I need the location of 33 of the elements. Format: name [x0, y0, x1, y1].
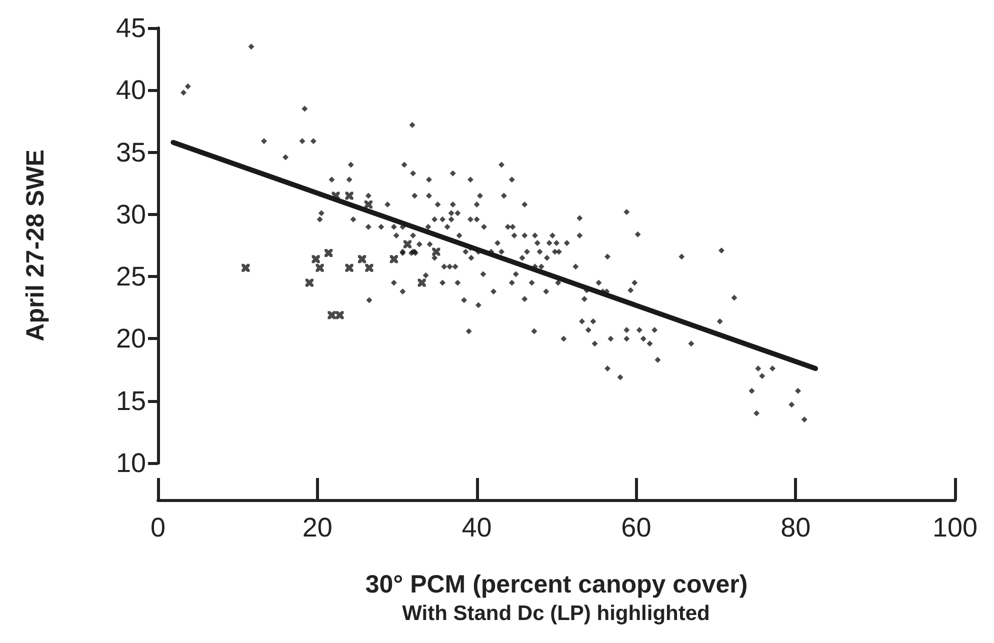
y-tick-label: 15	[116, 386, 146, 416]
point	[390, 255, 398, 264]
point	[242, 264, 250, 272]
x-tick-label: 100	[932, 512, 978, 542]
point	[312, 255, 320, 264]
y-tick-label: 20	[116, 324, 146, 354]
y-tick-label: 40	[116, 75, 146, 106]
point	[328, 311, 336, 320]
point	[358, 255, 366, 264]
x-tick-label: 20	[302, 512, 332, 542]
x-tick-label: 0	[150, 512, 166, 542]
point	[418, 278, 426, 287]
point	[324, 248, 333, 257]
y-tick-label: 45	[116, 13, 146, 43]
point	[365, 264, 374, 272]
y-axis-title: April 27-28 SWE	[22, 150, 50, 342]
x-tick-label: 60	[621, 512, 652, 542]
point	[345, 264, 354, 272]
x-axis-title: 30° PCM (percent canopy cover)	[365, 570, 748, 598]
x-tick-label: 40	[462, 512, 492, 542]
point	[364, 200, 372, 208]
y-tick-label: 35	[116, 137, 146, 168]
y-tick-label: 10	[116, 448, 146, 478]
point	[403, 240, 412, 248]
y-tick-label: 30	[116, 199, 146, 230]
x-tick-label: 80	[780, 512, 811, 542]
point	[432, 248, 440, 256]
text: With Stand Dc (LP) highlighted	[402, 602, 710, 625]
point	[305, 278, 314, 287]
point	[336, 311, 344, 320]
point	[316, 264, 324, 272]
point	[345, 192, 354, 200]
y-tick-label: 25	[116, 262, 146, 292]
